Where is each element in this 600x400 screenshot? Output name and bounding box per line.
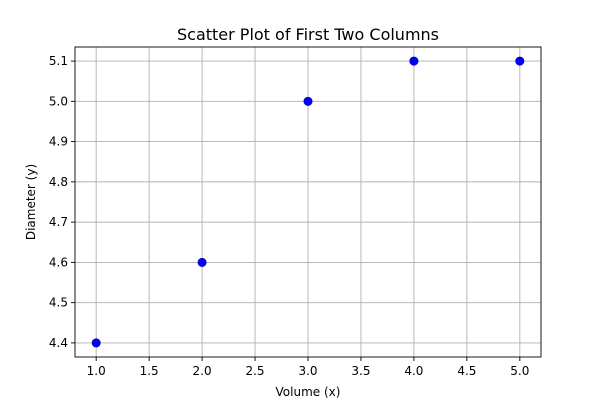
y-axis-label: Diameter (y) [24,164,38,240]
chart-title: Scatter Plot of First Two Columns [177,25,439,44]
x-axis-label: Volume (x) [276,385,341,399]
scatter-point [515,56,525,66]
x-tick-label: 4.0 [404,364,423,378]
scatter-point [409,56,419,66]
y-tick-label: 4.5 [49,296,68,310]
grid [75,47,541,357]
x-tick-label: 5.0 [510,364,529,378]
x-tick-label: 3.5 [351,364,370,378]
x-tick-label: 1.0 [87,364,106,378]
scatter-point [197,257,207,267]
axis-ticks: 1.0 1.5 2.0 2.5 3.0 3.5 4.0 4.5 5.0 4.4 4.5 4.6 4.7 4… [49,54,529,378]
scatter-point [303,96,313,106]
y-tick-label: 5.0 [49,94,68,108]
scatter-point [91,338,101,348]
x-tick-label: 1.5 [140,364,159,378]
y-tick-label: 4.4 [49,336,68,350]
y-tick-label: 4.8 [49,175,68,189]
y-tick-label: 4.7 [49,215,68,229]
y-tick-label: 4.9 [49,135,68,149]
x-tick-label: 2.5 [245,364,264,378]
x-tick-label: 4.5 [457,364,476,378]
y-tick-label: 4.6 [49,255,68,269]
x-tick-label: 3.0 [298,364,317,378]
y-tick-label: 5.1 [49,54,68,68]
x-tick-label: 2.0 [193,364,212,378]
data-points [91,56,525,348]
